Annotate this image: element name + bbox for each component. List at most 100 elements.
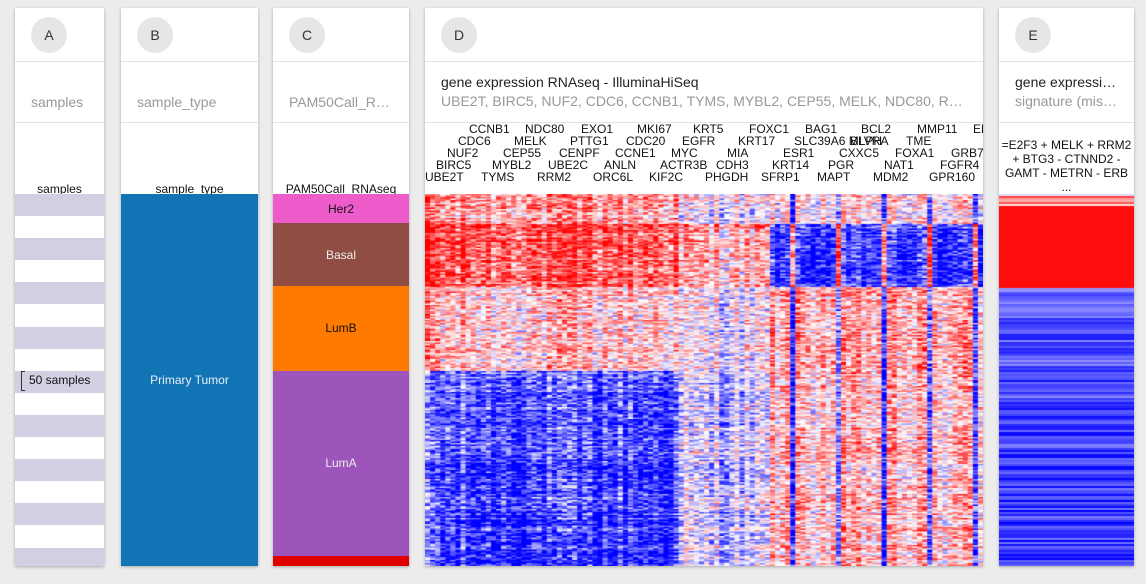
gene-label: GPR160 <box>929 170 976 184</box>
gene-label: PGR <box>828 158 855 172</box>
column-d-subtitle-box[interactable]: gene expression RNAseq - IlluminaHiSeq U… <box>425 62 983 123</box>
pam50-segment-her2: Her2 <box>273 194 409 224</box>
signature-canvas[interactable] <box>999 194 1134 566</box>
gene-label: BIRC5 <box>436 158 472 172</box>
gene-label: MMP11 <box>917 122 958 136</box>
signature-plot[interactable] <box>999 194 1134 566</box>
gene-label: FGFR4 <box>940 158 980 172</box>
sample-stripe <box>15 547 104 566</box>
gene-label: FOXA1 <box>895 146 935 160</box>
formula-line: + BTG3 - CTNND2 - <box>1012 152 1121 166</box>
gene-labels: CCNB1 NDC80 EXO1 MKI67 KRT5 FOXC1 BAG1 BCL2 MMP1… <box>425 122 983 194</box>
column-a-subtitle[interactable]: samples <box>31 94 84 110</box>
pam50-plot[interactable]: Her2 Basal LumB LumA <box>273 194 409 566</box>
gene-label: UBE2T <box>425 170 464 184</box>
formula-line: GAMT - METRN - ERB <box>1004 166 1129 180</box>
gene-label: EXO1 <box>581 122 614 136</box>
column-b-label: sample_type <box>155 182 224 196</box>
sample-stripe <box>15 415 104 438</box>
column-b-subtitle[interactable]: sample_type <box>137 94 217 110</box>
column-c-subtitle-box[interactable]: PAM50Call_R… <box>273 62 409 123</box>
gene-label: MYBL2 <box>492 158 532 172</box>
column-b[interactable]: B sample_type sample_type Primary Tumor <box>121 8 258 566</box>
gene-label: GRB7 <box>951 146 983 160</box>
gene-label: CDH3 <box>716 158 749 172</box>
gene-label: CENPF <box>559 146 600 160</box>
samples-plot[interactable]: 50 samples <box>15 194 104 566</box>
pam50-segment-luma: LumA <box>273 370 409 556</box>
gene-label: CCNB1 <box>469 122 510 136</box>
gene-label: MIA <box>727 146 749 160</box>
gene-label: MDM2 <box>873 170 909 184</box>
gene-label: TME <box>906 134 932 148</box>
sample-stripe <box>15 370 104 393</box>
formula-line: =E2F3 + MELK + RRM2 <box>1001 138 1132 152</box>
gene-label: KRT17 <box>738 134 776 148</box>
gene-label: MKI67 <box>637 122 672 136</box>
gene-label: CXXC5 <box>839 146 880 160</box>
gene-label: PTTG1 <box>570 134 609 148</box>
gene-label: RRM2 <box>537 170 572 184</box>
column-d-gene-list[interactable]: UBE2T, BIRC5, NUF2, CDC6, CCNB1, TYMS, M… <box>441 93 963 109</box>
column-e-title[interactable]: gene expressi… <box>1015 74 1117 90</box>
column-c-subtitle[interactable]: PAM50Call_R… <box>289 94 390 110</box>
column-e-header: E <box>999 8 1134 62</box>
gene-label: ORC6L <box>593 170 634 184</box>
gene-label: NDC80 <box>525 122 565 136</box>
column-c-header: C <box>273 8 409 62</box>
gene-label: MYC <box>671 146 698 160</box>
column-d-title[interactable]: gene expression RNAseq - IlluminaHiSeq <box>441 74 699 90</box>
sample-type-plot[interactable]: Primary Tumor <box>121 194 258 566</box>
gene-label: MAPT <box>817 170 851 184</box>
gene-label: NUF2 <box>447 146 479 160</box>
heatmap-canvas[interactable] <box>425 194 983 566</box>
sample-stripe <box>15 503 104 526</box>
sample-stripe <box>15 238 104 261</box>
column-a-header: A <box>15 8 104 62</box>
gene-label: PHGDH <box>705 170 749 184</box>
expression-heatmap[interactable] <box>425 194 983 566</box>
gene-label: KRT14 <box>772 158 810 172</box>
gene-label: CDC6 <box>458 134 491 148</box>
sample-stripe <box>15 459 104 482</box>
column-b-subtitle-box[interactable]: sample_type <box>121 62 258 123</box>
gene-label: CCNE1 <box>615 146 656 160</box>
gene-label: EGFR <box>682 134 716 148</box>
gene-label: KIF2C <box>649 170 684 184</box>
column-b-badge[interactable]: B <box>137 17 173 53</box>
gene-label: ACTR3B <box>660 158 708 172</box>
column-d[interactable]: D gene expression RNAseq - IlluminaHiSeq… <box>425 8 983 566</box>
signature-formula: =E2F3 + MELK + RRM2 + BTG3 - CTNND2 - GAMT… <box>999 138 1134 194</box>
column-e-badge[interactable]: E <box>1015 17 1051 53</box>
gene-label: SFRP1 <box>761 170 800 184</box>
sample-stripe <box>15 326 104 349</box>
gene-label: CEP55 <box>503 146 542 160</box>
column-d-badge[interactable]: D <box>441 17 477 53</box>
column-e-subtitle-box[interactable]: gene expressi… signature (mis… <box>999 62 1134 123</box>
gene-label: BLVRA <box>850 134 889 148</box>
gene-label: MELK <box>514 134 547 148</box>
gene-label: CDC20 <box>626 134 666 148</box>
gene-label: TYMS <box>481 170 515 184</box>
gene-label: ESR1 <box>783 146 815 160</box>
pam50-segment-lumb: LumB <box>273 286 409 371</box>
column-a-label: samples <box>37 182 82 196</box>
gene-label: BCL2 <box>861 122 892 136</box>
gene-label: BAG1 <box>805 122 838 136</box>
sample-stripe <box>15 194 104 217</box>
gene-label: UBE2C <box>548 158 589 172</box>
sample-stripe <box>15 282 104 305</box>
gene-label: NAT1 <box>884 158 914 172</box>
column-a-badge[interactable]: A <box>31 17 67 53</box>
column-e[interactable]: E gene expressi… signature (mis… =E2F3 +… <box>999 8 1134 566</box>
column-a-subtitle-box[interactable]: samples <box>15 62 104 123</box>
gene-label: ANLN <box>604 158 637 172</box>
column-c[interactable]: C PAM50Call_R… PAM50Call_RNAseq Her2 Basa… <box>273 8 409 566</box>
column-c-badge[interactable]: C <box>289 17 325 53</box>
gene-label: KRT5 <box>693 122 724 136</box>
column-a[interactable]: A samples samples 50 samples <box>15 8 104 566</box>
gene-label: SLC39A6 MLPH <box>794 134 883 148</box>
column-c-label: PAM50Call_RNAseq <box>285 182 397 196</box>
column-e-subtitle[interactable]: signature (mis… <box>1015 93 1117 109</box>
column-d-header: D <box>425 8 983 62</box>
